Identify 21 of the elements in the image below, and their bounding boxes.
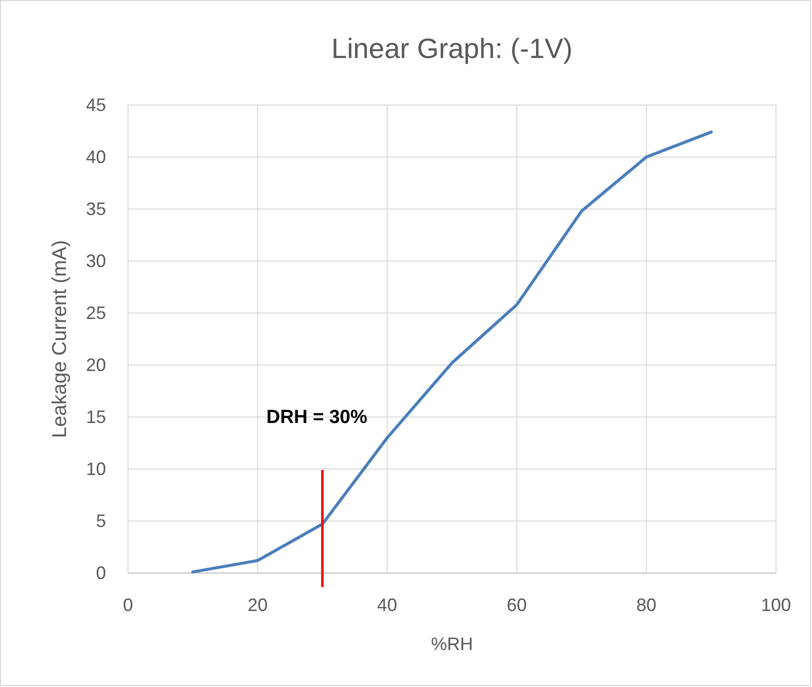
y-tick-label: 30 [86, 251, 106, 271]
x-tick-label: 80 [636, 595, 656, 615]
y-tick-label: 20 [86, 355, 106, 375]
x-tick-label: 20 [248, 595, 268, 615]
x-tick-label: 60 [506, 595, 527, 615]
x-tick-label: 0 [122, 595, 134, 615]
y-tick-label: 35 [86, 199, 106, 219]
y-tick-label: 5 [96, 511, 106, 531]
y-tick-label: 40 [86, 147, 106, 167]
y-axis-title: Leakage Current (mA) [49, 240, 71, 438]
x-tick-label: 40 [377, 595, 398, 615]
ref-line-label: DRH = 30% [266, 407, 368, 428]
y-tick-label: 0 [96, 563, 106, 583]
x-tick-label: 100 [760, 595, 792, 615]
y-tick-label: 45 [86, 95, 106, 115]
y-tick-label: 25 [86, 303, 106, 323]
chart-title: Linear Graph: (-1V) [331, 33, 573, 64]
y-tick-label: 10 [86, 459, 106, 479]
x-axis-title: %RH [430, 634, 474, 654]
line-series [191, 130, 713, 574]
y-tick-label: 15 [86, 407, 106, 427]
